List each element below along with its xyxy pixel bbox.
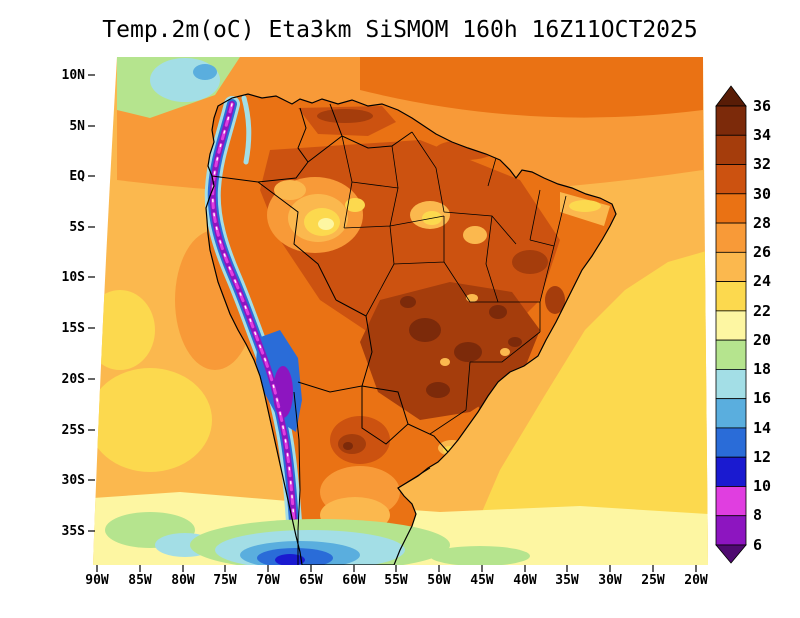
field-blob bbox=[430, 546, 530, 565]
colorbar-label: 32 bbox=[753, 155, 771, 173]
colorbar-segment bbox=[715, 251, 747, 283]
colorbar-label: 36 bbox=[753, 97, 771, 115]
field-blob bbox=[193, 64, 217, 80]
field-blob bbox=[426, 382, 450, 398]
field-blob bbox=[318, 218, 334, 230]
colorbar-segment bbox=[715, 456, 747, 487]
colorbar-segment bbox=[715, 398, 747, 429]
field-blob bbox=[343, 442, 353, 450]
lon-tick-label: 65W bbox=[299, 573, 323, 588]
lat-tick-label: 20S bbox=[62, 372, 86, 387]
field-blob bbox=[345, 198, 365, 212]
lat-tick-label: 5N bbox=[69, 119, 85, 134]
lat-tick-label: 35S bbox=[62, 524, 86, 539]
colorbar-segment bbox=[715, 515, 747, 546]
lon-tick-label: 75W bbox=[213, 573, 237, 588]
lon-tick-label: 25W bbox=[641, 573, 665, 588]
colorbar-label: 20 bbox=[753, 331, 771, 349]
colorbar-label: 30 bbox=[753, 185, 771, 203]
colorbar-label: 28 bbox=[753, 214, 771, 232]
state-borders bbox=[341, 131, 567, 435]
lon-tick-label: 20W bbox=[684, 573, 708, 588]
lon-tick-label: 80W bbox=[171, 573, 195, 588]
colorbar-label: 6 bbox=[753, 536, 762, 554]
lat-tick-label: 15S bbox=[62, 321, 86, 336]
field-blob bbox=[454, 342, 482, 362]
colorbar-segment bbox=[715, 222, 747, 253]
colorbar-segment bbox=[715, 281, 747, 312]
colorbar-label: 14 bbox=[753, 419, 771, 437]
colorbar-segment bbox=[715, 486, 747, 517]
andes-white-peaks bbox=[212, 103, 297, 565]
lon-tick-label: 50W bbox=[427, 573, 451, 588]
far-south-cold-pool bbox=[105, 512, 530, 565]
colorbar-arrow-bottom bbox=[715, 544, 747, 564]
andes-colombia-branch bbox=[241, 95, 252, 165]
field-blob bbox=[508, 337, 522, 347]
colorbar-segment bbox=[715, 134, 747, 165]
lon-tick-label: 40W bbox=[513, 573, 537, 588]
field-blob bbox=[489, 305, 507, 319]
andes-cold-band bbox=[204, 95, 304, 565]
colorbar-label: 10 bbox=[753, 477, 771, 495]
lon-tick-label: 90W bbox=[85, 573, 109, 588]
colorbar-label: 26 bbox=[753, 243, 771, 261]
lat-tick-label: 10N bbox=[62, 68, 86, 83]
lon-tick-label: 55W bbox=[384, 573, 408, 588]
lon-tick-label: 85W bbox=[128, 573, 152, 588]
field-blob bbox=[440, 358, 450, 366]
field-blob bbox=[93, 290, 155, 370]
lon-tick-label: 45W bbox=[470, 573, 494, 588]
colorbar-segment bbox=[715, 310, 747, 341]
lon-tick-label: 35W bbox=[555, 573, 579, 588]
field-blob bbox=[400, 296, 416, 308]
colorbar-label: 34 bbox=[753, 126, 771, 144]
lon-tick-label: 60W bbox=[342, 573, 366, 588]
lon-tick-label: 30W bbox=[598, 573, 622, 588]
field-blob bbox=[409, 318, 441, 342]
colorbar-segment bbox=[715, 339, 747, 370]
coastline bbox=[205, 93, 617, 565]
longitude-axis: 90W 85W 80W 75W 70W 65W 60W 55W 50W 45W … bbox=[85, 565, 708, 588]
colorbar-segment bbox=[715, 105, 747, 136]
lat-tick-label: 5S bbox=[69, 220, 85, 235]
temperature-field bbox=[93, 57, 708, 565]
field-blob bbox=[512, 250, 548, 274]
colorbar-label: 12 bbox=[753, 448, 771, 466]
field-blob bbox=[463, 226, 487, 244]
field-blob bbox=[93, 368, 212, 472]
colorbar-labels: 36 34 32 30 28 26 24 22 20 18 16 14 12 1… bbox=[753, 97, 771, 554]
field-blob bbox=[500, 348, 510, 356]
colorbar-label: 8 bbox=[753, 506, 762, 524]
colorbar-label: 22 bbox=[753, 302, 771, 320]
colorbar-segment bbox=[715, 193, 747, 224]
colorbar-label: 24 bbox=[753, 272, 771, 290]
lat-tick-label: 25S bbox=[62, 423, 86, 438]
lat-tick-label: 30S bbox=[62, 473, 86, 488]
colorbar bbox=[715, 85, 747, 564]
field-blob bbox=[317, 109, 373, 123]
field-blob bbox=[569, 200, 601, 212]
lat-tick-label: 10S bbox=[62, 270, 86, 285]
colorbar-segment bbox=[715, 164, 747, 195]
lat-tick-label: EQ bbox=[69, 169, 85, 184]
field-blob bbox=[274, 180, 306, 200]
field-south-atlantic bbox=[470, 250, 708, 540]
colorbar-segment bbox=[715, 427, 747, 458]
colorbar-label: 18 bbox=[753, 360, 771, 378]
latitude-axis: 10N 5N EQ 5S 10S 15S 20S 25S 30S 35S bbox=[62, 68, 95, 539]
longitude-ticks bbox=[96, 565, 697, 572]
colorbar-segment bbox=[715, 368, 747, 400]
lon-tick-label: 70W bbox=[256, 573, 280, 588]
field-blob bbox=[545, 286, 565, 314]
colorbar-label: 16 bbox=[753, 389, 771, 407]
field-north-warm-core bbox=[360, 57, 703, 118]
colorbar-arrow-top bbox=[715, 85, 747, 107]
latitude-ticks bbox=[88, 74, 95, 532]
map-title: Temp.2m(oC) Eta3km SiSMOM 160h 16Z11OCT2… bbox=[102, 17, 697, 43]
